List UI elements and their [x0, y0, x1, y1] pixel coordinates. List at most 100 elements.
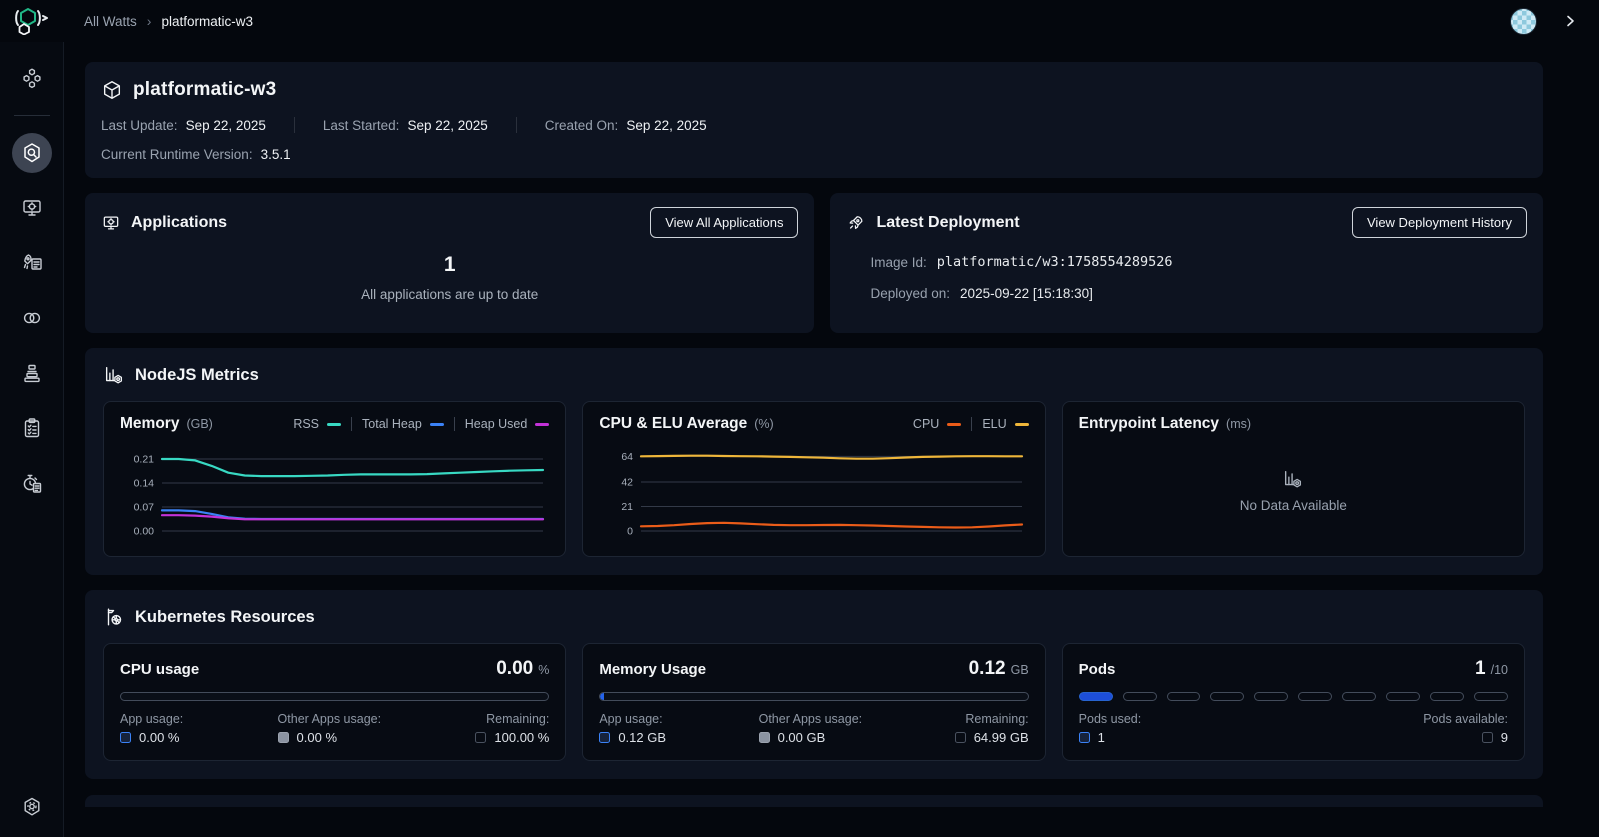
page-title: platformatic-w3	[133, 79, 277, 100]
svg-text:0.14: 0.14	[134, 478, 155, 490]
legend-label: Pods used:	[1078, 712, 1142, 726]
legend-label: App usage:	[599, 712, 663, 726]
view-deployment-history-button[interactable]: View Deployment History	[1352, 207, 1527, 238]
entrypoint-latency-card: Entrypoint Latency (ms) No Data Availabl…	[1061, 401, 1525, 557]
view-all-applications-button[interactable]: View All Applications	[650, 207, 799, 238]
sidebar	[0, 42, 64, 837]
cpu-elu-chart-legend: CPU ELU	[903, 417, 1029, 431]
sidebar-item-taxonomy[interactable]	[12, 58, 52, 98]
latest-deployment-panel: Latest Deployment View Deployment Histor…	[830, 193, 1543, 333]
no-data-placeholder: No Data Available	[1079, 437, 1508, 543]
legend-value: 9	[1500, 730, 1508, 745]
pod-segment	[1210, 692, 1245, 701]
applications-title: Applications	[131, 213, 228, 231]
latest-deployment-title: Latest Deployment	[876, 213, 1020, 231]
sidebar-item-scheduler[interactable]	[12, 463, 52, 503]
deployed-on-value: 2025-09-22 [15:18:30]	[960, 286, 1093, 301]
legend-dash	[535, 422, 550, 426]
legend-dash	[1014, 422, 1029, 426]
legend-label: ELU	[982, 417, 1007, 431]
pods-unit: /10	[1490, 663, 1508, 677]
pod-segment	[1078, 692, 1113, 701]
hexagon-search-icon	[23, 143, 40, 163]
no-data-text: No Data Available	[1239, 497, 1347, 513]
runtime-version-label: Current Runtime Version:	[101, 147, 253, 162]
sidebar-divider	[13, 115, 50, 116]
chevron-right-icon[interactable]	[1563, 14, 1577, 28]
clipboard-checklist-icon	[24, 418, 39, 438]
memory-chart-title: Memory	[120, 415, 180, 432]
entrypoint-latency-title: Entrypoint Latency	[1078, 415, 1220, 432]
sidebar-item-cache[interactable]	[12, 298, 52, 338]
kubernetes-helm-icon	[107, 608, 122, 626]
pod-segment	[1122, 692, 1157, 701]
rings-icon	[23, 312, 40, 324]
rocket-icon	[850, 215, 863, 229]
watt-header-panel: platformatic-w3 Last Update: Sep 22, 202…	[85, 62, 1543, 178]
cpu-usage-unit: %	[538, 663, 550, 677]
memory-usage-unit: GB	[1010, 663, 1029, 677]
cube-icon	[103, 81, 121, 99]
legend-label: Other Apps usage:	[758, 712, 863, 726]
sidebar-item-applications[interactable]	[12, 188, 52, 228]
pod-segment	[1342, 692, 1377, 701]
legend-value: 0.00 GB	[777, 730, 826, 745]
meta-label: Created On:	[544, 117, 619, 133]
cpu-usage-bar	[120, 692, 550, 701]
pod-segment	[1298, 692, 1333, 701]
legend-value: 64.99 GB	[973, 730, 1029, 745]
app-usage-swatch	[599, 732, 611, 743]
pod-segment	[1254, 692, 1289, 701]
topbar: All Watts › platformatic-w3	[0, 0, 1599, 42]
main-content: platformatic-w3 Last Update: Sep 22, 202…	[64, 42, 1599, 837]
kubernetes-resources-panel: Kubernetes Resources CPU usage 0.00 %	[85, 590, 1543, 779]
cpu-usage-card: CPU usage 0.00 % App usage: 0.00 %	[103, 643, 567, 761]
legend-label: Remaining:	[486, 712, 550, 726]
nodejs-metrics-panel: NodeJS Metrics Memory (GB) RSS Total Hea…	[85, 348, 1543, 575]
svg-text:0.07: 0.07	[134, 502, 155, 514]
platformatic-logo[interactable]	[0, 7, 64, 35]
legend-value: 0.12 GB	[618, 730, 667, 745]
legend-label: Heap Used	[464, 417, 528, 431]
platformatic-logo-icon	[15, 8, 48, 35]
memory-usage-title: Memory Usage	[599, 661, 707, 678]
breadcrumb-separator-icon: ›	[146, 13, 152, 29]
memory-chart-card: Memory (GB) RSS Total Heap Heap Used 0.2…	[103, 401, 567, 557]
applications-panel: Applications View All Applications 1 All…	[85, 193, 815, 333]
legend-label: Total Heap	[362, 417, 422, 431]
meta-divider	[515, 117, 517, 133]
meta-label: Last Update:	[101, 117, 178, 133]
sidebar-item-compliance[interactable]	[12, 408, 52, 448]
apps-cluster-icon	[22, 68, 41, 89]
legend-value: 0.00 %	[139, 730, 180, 745]
sidebar-item-stack[interactable]	[12, 353, 52, 393]
memory-chart-unit: (GB)	[186, 417, 213, 431]
meta-label: Last Started:	[322, 117, 400, 133]
sidebar-item-settings[interactable]	[12, 787, 52, 827]
cpu-elu-chart-unit: (%)	[754, 417, 774, 431]
rocket-list-icon	[23, 254, 42, 270]
legend-dash	[947, 422, 962, 426]
breadcrumb-root-link[interactable]: All Watts	[84, 13, 137, 29]
metrics-chart-icon	[105, 366, 123, 384]
cpu-elu-chart-card: CPU & ELU Average (%) CPU ELU 64 42 21 0	[582, 401, 1046, 557]
legend-value: 1	[1097, 730, 1105, 745]
meta-value: Sep 22, 2025	[626, 117, 707, 133]
sidebar-item-deployments[interactable]	[12, 243, 52, 283]
watt-meta-row: Last Update: Sep 22, 2025 Last Started: …	[101, 117, 1527, 133]
pods-available-swatch	[1481, 732, 1493, 743]
other-apps-swatch	[277, 732, 289, 743]
avatar[interactable]	[1510, 7, 1537, 35]
legend-label: Other Apps usage:	[277, 712, 382, 726]
app-usage-swatch	[120, 732, 131, 743]
pod-segment	[1474, 692, 1509, 701]
svg-text:0: 0	[627, 526, 633, 538]
applications-count: 1	[443, 253, 456, 276]
topbar-right	[1510, 7, 1591, 35]
image-id-label: Image Id:	[870, 254, 927, 270]
legend-label: CPU	[912, 417, 940, 431]
pods-segment-bar	[1078, 692, 1509, 701]
pods-used-swatch	[1078, 732, 1090, 743]
next-section-panel-edge	[85, 795, 1543, 807]
sidebar-item-watt-detail[interactable]	[11, 133, 52, 173]
